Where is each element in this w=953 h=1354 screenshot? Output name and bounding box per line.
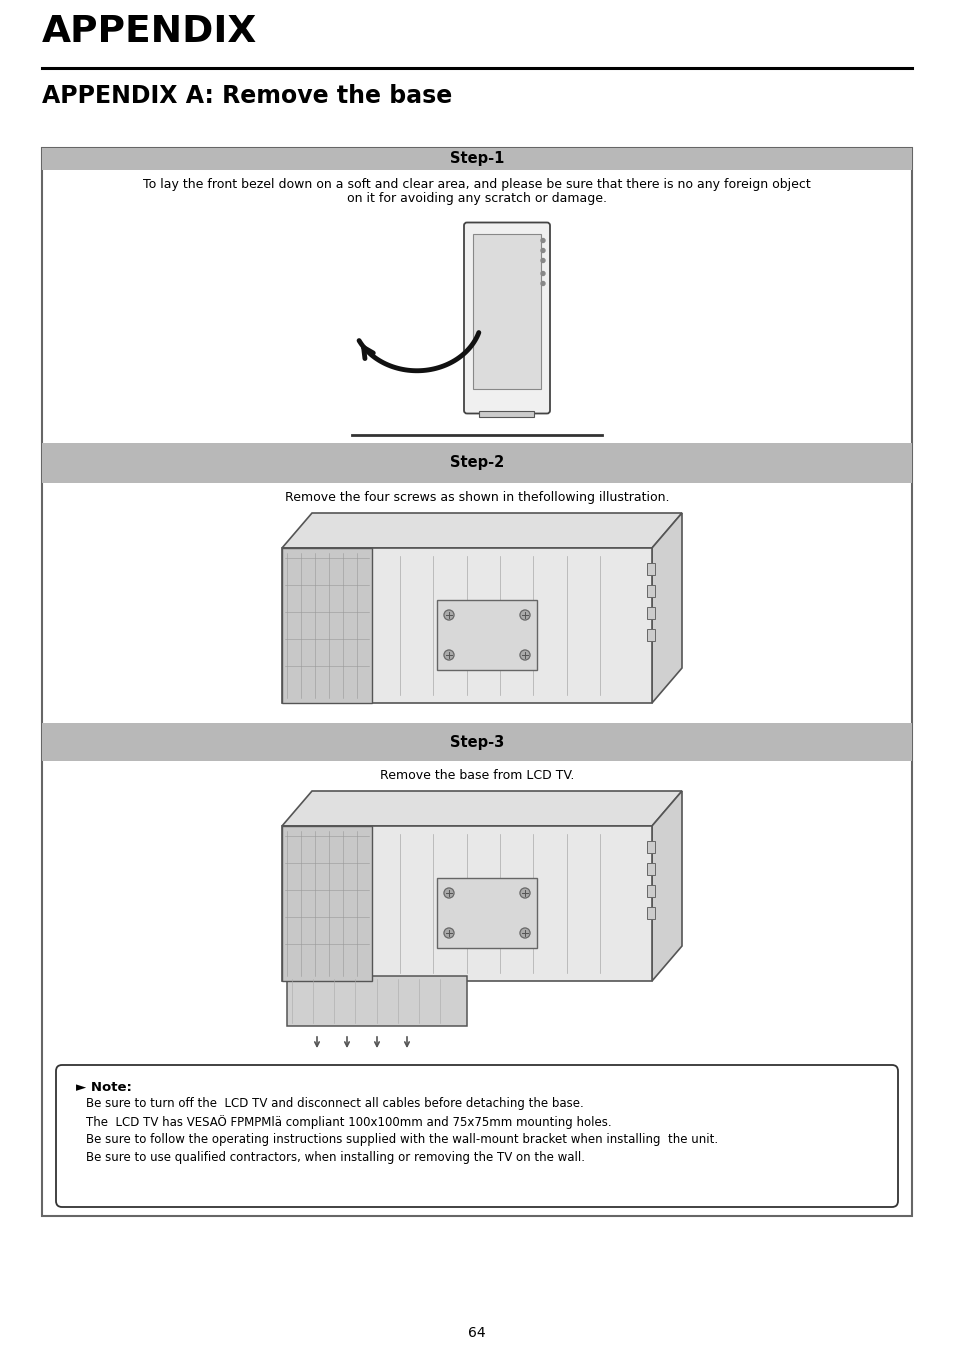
Bar	[42, 443, 911, 483]
Text: Step-2: Step-2	[450, 455, 503, 470]
Polygon shape	[282, 826, 372, 982]
Text: APPENDIX: APPENDIX	[42, 14, 257, 50]
FancyBboxPatch shape	[463, 222, 550, 413]
Polygon shape	[287, 976, 467, 1026]
Text: Be sure to follow the operating instructions supplied with the wall-mount bracke: Be sure to follow the operating instruct…	[86, 1133, 718, 1145]
Text: 64: 64	[468, 1326, 485, 1340]
Text: APPENDIX A: Remove the base: APPENDIX A: Remove the base	[42, 84, 452, 108]
Bar	[42, 148, 911, 171]
Circle shape	[540, 259, 544, 263]
Circle shape	[540, 238, 544, 242]
Polygon shape	[282, 791, 681, 826]
Circle shape	[519, 927, 530, 938]
Polygon shape	[282, 548, 372, 703]
Circle shape	[443, 888, 454, 898]
Bar	[436, 877, 537, 948]
Text: Be sure to turn off the  LCD TV and disconnect all cables before detaching the b: Be sure to turn off the LCD TV and disco…	[86, 1097, 583, 1110]
Circle shape	[443, 611, 454, 620]
Text: ► Note:: ► Note:	[76, 1080, 132, 1094]
Text: Be sure to use qualified contractors, when installing or removing the TV on the : Be sure to use qualified contractors, wh…	[86, 1151, 584, 1164]
Text: Step-1: Step-1	[450, 152, 503, 167]
Text: To lay the front bezel down on a soft and clear area, and please be sure that th: To lay the front bezel down on a soft an…	[143, 177, 810, 191]
Bar	[646, 907, 655, 919]
Bar	[479, 410, 534, 417]
Polygon shape	[282, 826, 651, 982]
Bar	[436, 600, 537, 670]
Circle shape	[519, 888, 530, 898]
Polygon shape	[651, 791, 681, 982]
Polygon shape	[282, 548, 651, 703]
Bar	[646, 841, 655, 853]
Bar	[646, 886, 655, 896]
Bar	[646, 563, 655, 575]
Polygon shape	[651, 513, 681, 703]
Polygon shape	[282, 513, 681, 548]
Circle shape	[443, 650, 454, 659]
Text: The  LCD TV has VESAÖ FPMPMlä compliant 100x100mm and 75x75mm mounting holes.: The LCD TV has VESAÖ FPMPMlä compliant 1…	[86, 1114, 611, 1129]
Circle shape	[540, 272, 544, 275]
Bar	[42, 723, 911, 761]
Circle shape	[540, 249, 544, 252]
Bar	[646, 862, 655, 875]
Text: on it for avoiding any scratch or damage.: on it for avoiding any scratch or damage…	[347, 192, 606, 204]
Text: Remove the four screws as shown in thefollowing illustration.: Remove the four screws as shown in thefo…	[284, 492, 669, 504]
Circle shape	[540, 282, 544, 286]
Circle shape	[519, 611, 530, 620]
Bar	[42, 148, 911, 1216]
Text: Step-3: Step-3	[450, 734, 503, 750]
Text: Remove the base from LCD TV.: Remove the base from LCD TV.	[379, 769, 574, 783]
Circle shape	[443, 927, 454, 938]
Bar	[646, 585, 655, 597]
Bar	[646, 607, 655, 619]
Bar	[646, 630, 655, 640]
FancyBboxPatch shape	[56, 1066, 897, 1206]
Bar	[473, 233, 540, 389]
Circle shape	[519, 650, 530, 659]
